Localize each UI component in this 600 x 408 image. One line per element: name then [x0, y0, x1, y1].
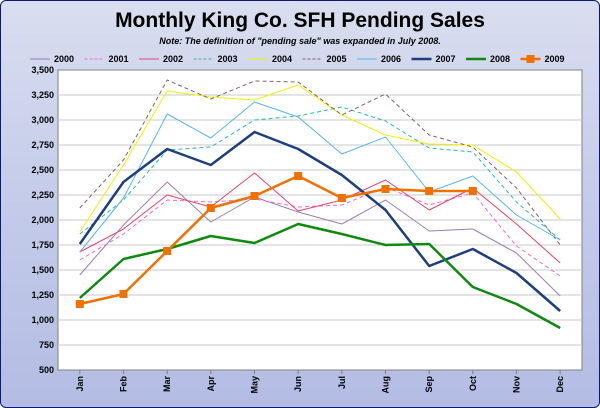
series-line-2004 — [79, 84, 561, 233]
x-tick-label: Oct — [468, 376, 478, 391]
y-tick-label: 750 — [39, 340, 54, 350]
y-tick-label: 1,500 — [31, 265, 54, 275]
y-tick-label: 3,000 — [31, 115, 54, 125]
chart-title: Monthly King Co. SFH Pending Sales — [115, 9, 485, 32]
data-point-2009 — [337, 194, 346, 202]
data-point-2009 — [75, 300, 84, 308]
x-tick-label: Jun — [293, 376, 303, 392]
x-tick-label: Mar — [162, 376, 172, 393]
data-point-2009 — [206, 204, 215, 212]
y-tick-label: 3,250 — [31, 90, 54, 100]
x-tick-label: Feb — [119, 376, 129, 393]
series-line-2007 — [78, 130, 562, 312]
x-tick-label: Nov — [512, 376, 522, 393]
series-line-2006 — [79, 101, 561, 253]
legend-label-2009: 2009 — [545, 54, 565, 64]
y-tick-label: 2,750 — [31, 140, 54, 150]
data-point-2009 — [468, 187, 477, 195]
y-tick-label: 1,250 — [31, 290, 54, 300]
data-point-2009 — [381, 185, 390, 193]
series-line-2003 — [79, 106, 561, 241]
legend-label-2004: 2004 — [272, 54, 292, 64]
y-tick-label: 2,250 — [31, 190, 54, 200]
y-tick-label: 500 — [39, 365, 54, 375]
legend-label-2008: 2008 — [490, 54, 510, 64]
legend-label-2001: 2001 — [109, 54, 129, 64]
series-lines — [75, 79, 562, 330]
legend-label-2005: 2005 — [327, 54, 347, 64]
data-point-2009 — [163, 247, 172, 255]
legend-label-2006: 2006 — [381, 54, 401, 64]
y-tick-label: 2,500 — [31, 165, 54, 175]
x-tick-label: Aug — [381, 376, 391, 394]
series-line-2000 — [79, 181, 561, 297]
y-tick-label: 3,500 — [31, 65, 54, 75]
legend-label-2007: 2007 — [436, 54, 456, 64]
data-point-2009 — [119, 290, 128, 298]
x-tick-label: Apr — [206, 376, 216, 392]
y-tick-label: 1,000 — [31, 315, 54, 325]
series-line-2009 — [79, 174, 473, 306]
x-tick-label: May — [250, 376, 260, 394]
x-tick-label: Jan — [75, 376, 85, 392]
data-point-2009 — [294, 172, 303, 180]
legend-label-2000: 2000 — [54, 54, 74, 64]
legend-label-2003: 2003 — [218, 54, 238, 64]
y-tick-label: 2,000 — [31, 215, 54, 225]
data-point-2009 — [425, 187, 434, 195]
legend-label-2002: 2002 — [163, 54, 183, 64]
series-line-2005 — [79, 79, 561, 246]
data-point-2009 — [250, 192, 259, 200]
x-axis-tick-labels: Jan Feb Mar Apr May Jun Jul Aug Sep Oct Nov Dec — [75, 370, 565, 394]
x-tick-label: Sep — [424, 376, 434, 393]
series-line-2002 — [79, 172, 561, 264]
x-tick-label: Jul — [337, 376, 347, 389]
x-tick-label: Dec — [555, 376, 565, 393]
legend: 2000 2001 2002 2003 2004 2005 2006 2007 2008 2009 — [30, 54, 565, 64]
legend-marker-2009 — [526, 55, 535, 63]
y-axis-tick-labels: 500 750 1,000 1,250 1,500 1,750 2,000 2,250 2,50… — [31, 65, 54, 375]
chart-subtitle: Note: The definition of "pending sale" w… — [159, 36, 441, 46]
y-tick-label: 1,750 — [31, 240, 54, 250]
series-line-2008 — [78, 222, 561, 330]
